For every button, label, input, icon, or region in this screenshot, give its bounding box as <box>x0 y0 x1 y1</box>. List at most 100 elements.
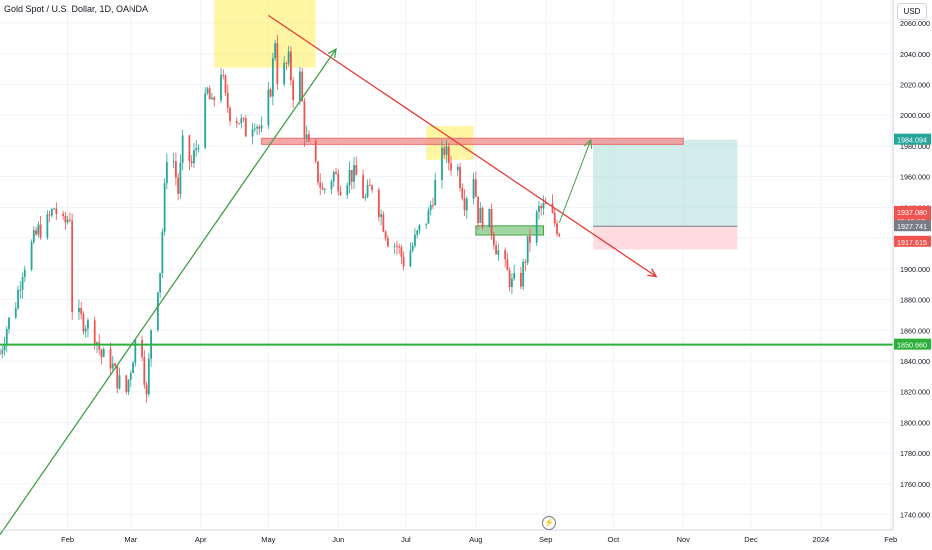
price-label: 1850.660 <box>897 341 927 350</box>
candle-body <box>276 43 279 85</box>
time-axis: Feb Mar Apr May Jun Jul Aug Sep Oct Nov Dec 2024 Feb <box>61 535 897 544</box>
candle-body <box>179 162 182 194</box>
downtrend-arrow <box>267 14 657 278</box>
resistance-box <box>261 137 684 145</box>
candle-body <box>384 231 387 239</box>
candle-body <box>459 167 461 189</box>
candle-body <box>172 161 175 163</box>
candle-body <box>102 349 105 358</box>
candle-body <box>98 342 101 350</box>
candle-body <box>524 261 527 263</box>
candle-body <box>93 320 96 344</box>
candle-body <box>395 245 398 247</box>
candle-body <box>510 278 513 288</box>
x-tick-label: Jun <box>332 535 344 544</box>
candle-body <box>251 129 254 137</box>
candle-body <box>339 191 342 196</box>
y-tick-label: 2020.000 <box>900 80 930 89</box>
candle-body <box>62 213 65 217</box>
candle-body <box>226 92 229 108</box>
candle-body <box>256 126 258 129</box>
x-tick-label: Aug <box>469 535 482 544</box>
candle-body <box>5 329 8 345</box>
candle-body <box>64 216 67 223</box>
candle-body <box>147 358 150 395</box>
candle-body <box>362 175 364 199</box>
x-tick-label: May <box>261 535 275 544</box>
candle-body <box>159 273 162 293</box>
y-tick-label: 1820.000 <box>900 388 930 397</box>
annotation-zones <box>214 0 738 250</box>
candle-body <box>222 74 225 76</box>
candle-body <box>8 317 10 330</box>
candle-body <box>82 314 85 332</box>
candle-body <box>398 246 401 248</box>
candle-body <box>529 236 531 243</box>
currency-button[interactable]: USD <box>897 3 927 20</box>
candle-body <box>69 219 71 221</box>
x-tick-label: Apr <box>195 535 207 544</box>
candle-body <box>267 89 270 126</box>
candle-body <box>474 179 477 197</box>
candle-body <box>30 242 33 270</box>
y-tick-label: 2000.000 <box>900 111 930 120</box>
candle-body <box>377 189 380 217</box>
candle-body <box>181 135 184 163</box>
candle-body <box>416 230 419 235</box>
candle-body <box>506 259 509 271</box>
candle-body <box>204 93 207 148</box>
candle-body <box>443 147 446 155</box>
candle-body <box>348 169 351 186</box>
candle-body <box>290 51 292 81</box>
candle-body <box>53 208 56 210</box>
candle-body <box>242 118 245 120</box>
y-tick-label: 1960.000 <box>900 173 930 182</box>
projection-arrow-head <box>583 138 593 149</box>
candle-body <box>287 51 290 64</box>
candle-body <box>96 342 98 344</box>
candle-body <box>55 208 58 214</box>
candle-body <box>355 165 358 176</box>
candle-body <box>495 245 498 255</box>
candle-body <box>556 223 558 235</box>
price-labels: 1984.0941937.08015:15:521927.7411917.615… <box>894 133 931 350</box>
candle-body <box>490 208 493 235</box>
candle-body <box>366 184 369 197</box>
price-label-box <box>894 235 931 247</box>
candle-body <box>332 172 335 182</box>
lightning-icon[interactable]: ⚡ <box>542 516 556 530</box>
candle-body <box>84 328 87 332</box>
candle-body <box>481 208 484 228</box>
candle-body <box>100 349 103 358</box>
candle-body <box>35 230 37 235</box>
candle-body <box>508 270 511 288</box>
demand-box <box>475 225 544 236</box>
downtrend-arrow-head <box>647 268 658 278</box>
candle-body <box>520 272 522 287</box>
candle-body <box>526 236 529 263</box>
candle-body <box>542 203 545 209</box>
x-tick-label: 2024 <box>812 535 829 544</box>
y-tick-label: 1900.000 <box>900 265 930 274</box>
candle-body <box>109 349 112 369</box>
candle-body <box>538 206 540 212</box>
y-tick-label: 1740.000 <box>900 511 930 520</box>
candle-body <box>368 184 371 186</box>
candle-body <box>445 146 448 155</box>
y-tick-label: 1780.000 <box>900 449 930 458</box>
candle-body <box>48 214 51 216</box>
candle-body <box>447 146 450 164</box>
candle-body <box>337 173 340 192</box>
candle-body <box>553 212 556 224</box>
candle-body <box>244 118 247 137</box>
candle-body <box>163 183 166 232</box>
grid-lines <box>0 0 893 530</box>
candle-body <box>414 234 416 246</box>
symbol-title[interactable]: Gold Spot / U.S. Dollar, 1D, OANDA <box>4 4 149 14</box>
candle-body <box>488 208 491 228</box>
candle-body <box>382 214 385 232</box>
candle-body <box>409 250 412 267</box>
candle-body <box>497 250 500 255</box>
candle-body <box>441 147 443 181</box>
